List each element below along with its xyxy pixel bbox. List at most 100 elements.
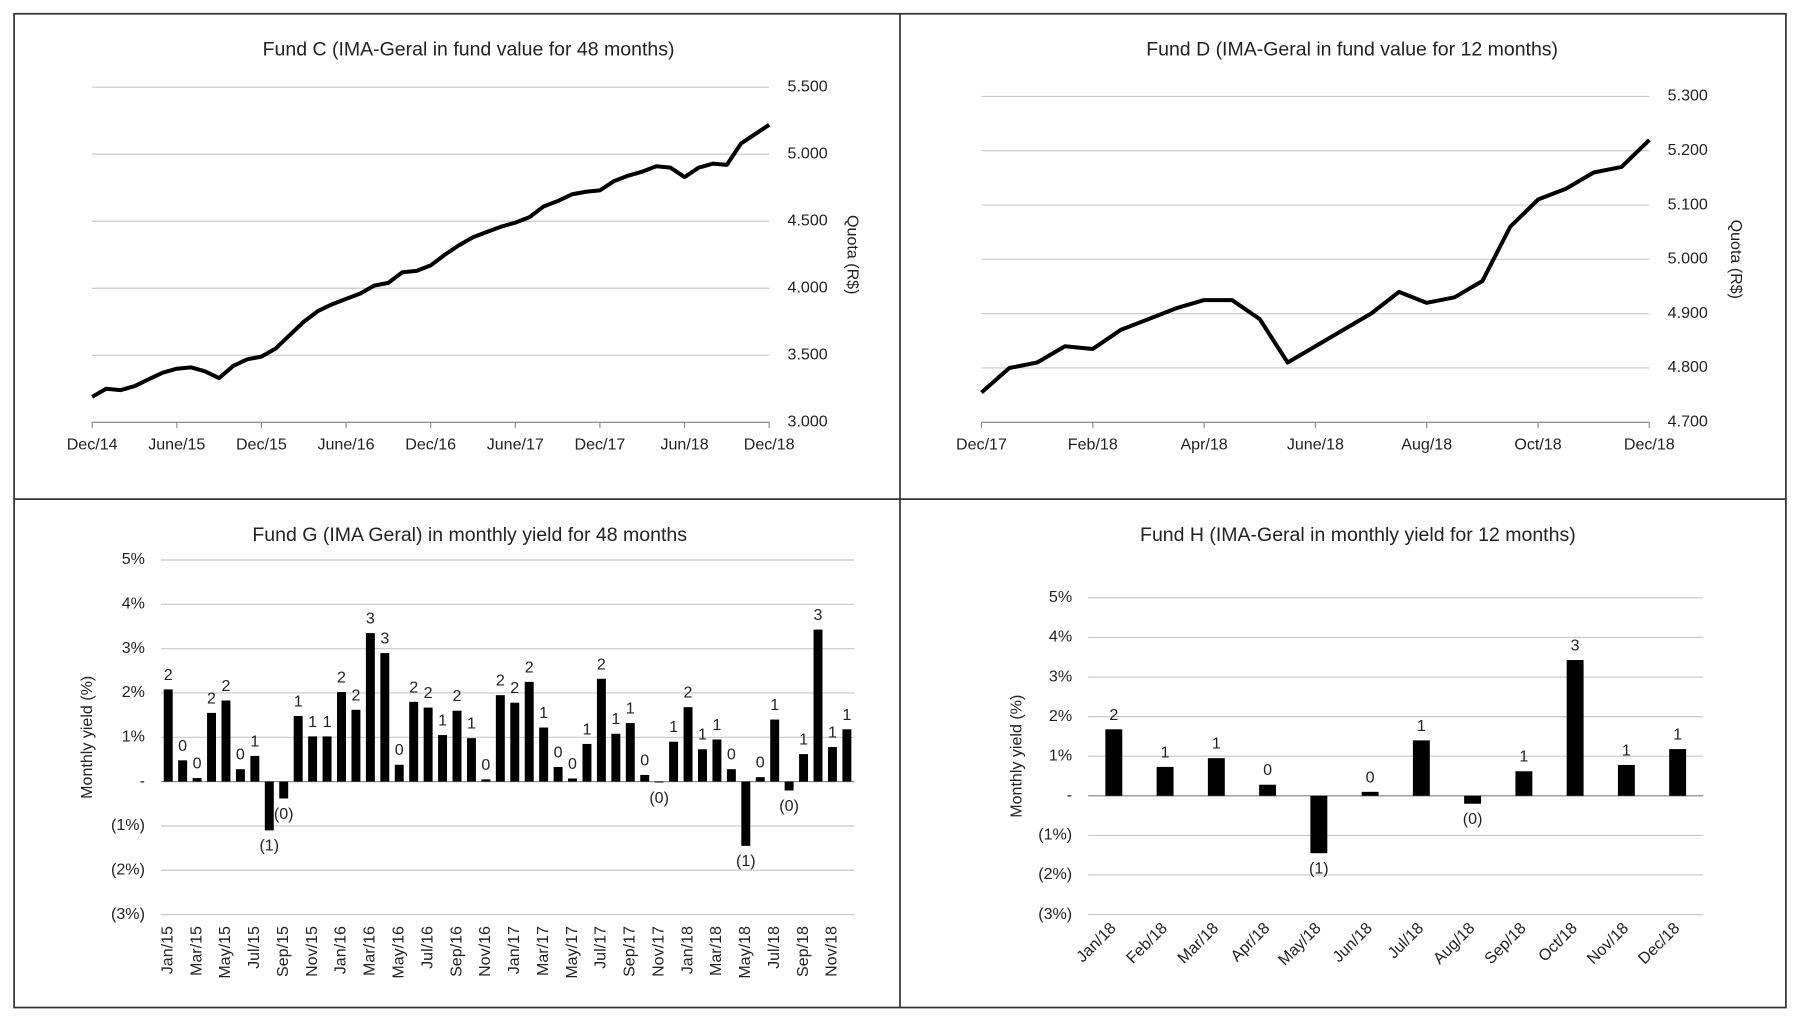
y-tick-label: 5.000	[788, 144, 828, 162]
value-label: 2	[1109, 706, 1118, 724]
y-tick-label: 3.000	[788, 413, 828, 431]
x-tick-label: Sep/17	[621, 926, 639, 977]
bar	[1464, 795, 1482, 804]
value-label: (0)	[1463, 810, 1483, 828]
y-tick-label: 1%	[122, 728, 145, 746]
x-tick-label: Jul/18	[765, 926, 783, 969]
bar	[596, 678, 606, 782]
value-label: 1	[582, 720, 591, 738]
x-tick-label: Nov/17	[649, 926, 667, 977]
x-tick-label: Dec/17	[574, 435, 625, 453]
bar	[712, 739, 722, 782]
value-label: 2	[351, 686, 360, 704]
value-label: 1	[323, 713, 332, 731]
bar	[293, 716, 303, 782]
value-label: 0	[395, 741, 404, 759]
bar	[799, 754, 809, 782]
chart-title: Fund D (IMA-Geral in fund value for 12 m…	[1146, 39, 1558, 61]
bar	[322, 736, 332, 782]
x-tick-label: Dec/14	[67, 435, 118, 453]
y-tick-label: (3%)	[111, 905, 145, 923]
y-tick-label: (1%)	[111, 816, 145, 834]
line	[980, 138, 1651, 394]
value-label: 2	[684, 684, 693, 702]
value-label: 1	[626, 700, 635, 718]
x-tick-label: Jul/16	[418, 926, 436, 969]
y-tick-label: 5%	[122, 550, 145, 568]
value-label: 1	[1417, 717, 1426, 735]
x-tick-label: Jan/15	[158, 926, 176, 974]
x-tick-label: Oct/18	[1535, 919, 1581, 965]
bar	[568, 778, 578, 782]
bar	[1105, 729, 1123, 796]
y-tick-label: 4.700	[1668, 413, 1708, 431]
value-label: 1	[611, 710, 620, 728]
x-tick-label: Aug/18	[1401, 435, 1452, 453]
value-label: 2	[337, 669, 346, 687]
x-tick-label: June/15	[148, 435, 205, 453]
x-tick-label: May/17	[563, 926, 581, 979]
value-label: 2	[525, 658, 534, 676]
bar	[423, 707, 433, 782]
bar	[207, 712, 217, 782]
y-tick-label: 2%	[122, 683, 145, 701]
bar	[495, 695, 505, 782]
bar	[842, 729, 852, 782]
y-tick-label: 1%	[1049, 746, 1072, 764]
x-tick-label: Aug/18	[1430, 919, 1479, 968]
value-label: 0	[554, 743, 563, 761]
y-tick-label: 4.900	[1668, 304, 1708, 322]
bar	[611, 733, 621, 782]
bar	[510, 702, 520, 782]
bar	[481, 779, 491, 782]
value-label: 1	[1622, 741, 1631, 759]
x-tick-label: Dec/15	[236, 435, 287, 453]
value-label: 3	[1571, 636, 1580, 654]
value-label: 1	[828, 724, 837, 742]
value-label: 0	[756, 754, 765, 772]
y-axis-title: Quota (R$)	[1727, 220, 1745, 299]
y-tick-label: 5.000	[1668, 250, 1708, 268]
value-label: 0	[481, 756, 490, 774]
y-tick-label: 3%	[122, 639, 145, 657]
bar	[394, 764, 404, 782]
value-label: 0	[1366, 768, 1375, 786]
x-tick-label: Jun/18	[660, 435, 708, 453]
bar	[351, 709, 361, 782]
x-tick-label: Dec/18	[744, 435, 795, 453]
bar	[1412, 740, 1430, 796]
bar	[409, 701, 419, 782]
value-label: 2	[164, 666, 173, 684]
bar	[640, 774, 650, 782]
bar	[1156, 766, 1174, 796]
bar	[1310, 795, 1328, 854]
bar	[1669, 749, 1687, 796]
x-tick-label: Jan/17	[505, 926, 523, 974]
bar	[178, 760, 188, 782]
value-label: 2	[496, 672, 505, 690]
x-tick-label: Dec/18	[1624, 435, 1675, 453]
bar	[380, 653, 390, 782]
bar	[308, 736, 318, 782]
bar	[365, 633, 375, 782]
y-tick-label: 4%	[1049, 628, 1072, 646]
value-label: 3	[380, 630, 389, 648]
value-label: 1	[1161, 743, 1170, 761]
value-label: 3	[814, 606, 823, 624]
value-label: 0	[178, 737, 187, 755]
y-tick-label: (2%)	[1038, 865, 1072, 883]
bar	[1207, 758, 1225, 796]
x-tick-label: Jul/15	[245, 926, 263, 969]
x-tick-label: Sep/18	[794, 926, 812, 977]
value-label: 1	[1673, 726, 1682, 744]
x-tick-label: Jan/18	[678, 926, 696, 974]
value-label: 2	[510, 679, 519, 697]
y-tick-label: 4.500	[788, 211, 828, 229]
x-tick-label: Jul/18	[1384, 919, 1427, 962]
value-label: 1	[1212, 735, 1221, 753]
value-label: (0)	[779, 797, 799, 815]
x-tick-label: Feb/18	[1068, 435, 1118, 453]
y-tick-label: 5.100	[1668, 195, 1708, 213]
bar	[741, 781, 751, 846]
